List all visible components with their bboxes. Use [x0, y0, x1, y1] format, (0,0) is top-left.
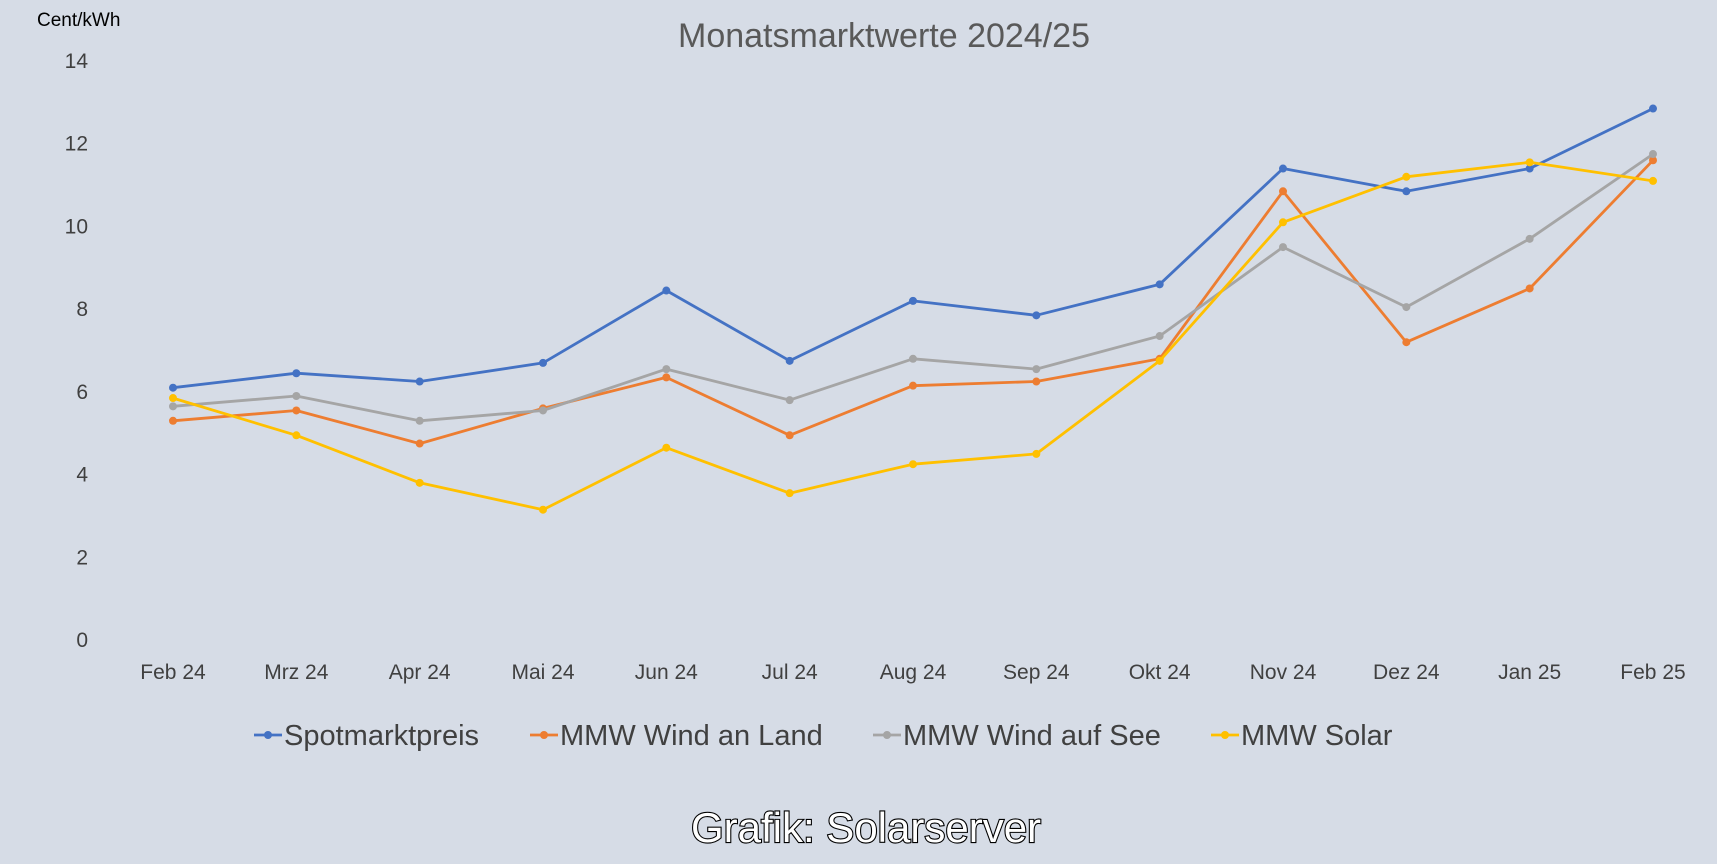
y-tick-label: 8 [76, 298, 88, 321]
y-tick-label: 14 [65, 50, 89, 73]
data-point [1525, 284, 1534, 293]
data-point [1402, 172, 1411, 181]
credit-watermark: Grafik: Solarserver [691, 804, 1041, 851]
data-point [662, 286, 671, 295]
data-point [169, 383, 177, 392]
data-point [662, 365, 671, 374]
y-tick-label: 2 [76, 546, 88, 569]
legend-item: MMW Wind an Land [530, 720, 823, 752]
x-tick-label: Okt 24 [1129, 661, 1191, 684]
data-point [292, 406, 301, 415]
legend-label: MMW Wind auf See [903, 720, 1161, 752]
legend-item: Spotmarktpreis [254, 720, 479, 752]
y-tick-label: 4 [76, 464, 88, 487]
x-tick-label: Feb 25 [1620, 661, 1685, 684]
data-point [785, 489, 794, 498]
data-point [1649, 176, 1657, 185]
series-line [171, 160, 1655, 512]
x-tick-label: Aug 24 [880, 661, 947, 684]
data-point [1155, 280, 1164, 289]
data-point [292, 369, 301, 378]
chart-title: Monatsmarktwerte 2024/25 [678, 17, 1090, 55]
data-point [1402, 187, 1411, 196]
data-point [909, 460, 917, 469]
data-point [1155, 356, 1164, 365]
x-tick-label: Mai 24 [511, 661, 574, 684]
data-point [1032, 365, 1041, 374]
x-tick-label: Sep 24 [1003, 661, 1070, 684]
series-0 [169, 104, 1657, 392]
data-point [1525, 158, 1534, 167]
data-point [1155, 332, 1164, 341]
series-2 [169, 150, 1657, 425]
x-tick-label: Feb 24 [140, 661, 206, 684]
data-point [662, 443, 671, 452]
data-point [1279, 218, 1287, 227]
data-point [909, 381, 917, 390]
data-point [1032, 377, 1041, 386]
x-axis-ticks: Feb 24 Mrz 24 Apr 24 Mai 24 Jun 24 Jul 24 Aug … [140, 661, 1685, 684]
data-point [1649, 156, 1657, 165]
data-point [1032, 449, 1041, 458]
x-tick-label: Jun 24 [635, 661, 698, 684]
data-point [1279, 243, 1287, 252]
legend-swatch-marker [883, 731, 891, 739]
y-unit-label: Cent/kWh [37, 10, 120, 31]
legend-swatch-marker [264, 731, 272, 739]
data-point [785, 356, 794, 365]
data-point [1279, 187, 1287, 196]
y-axis-ticks: 0 2 4 6 8 10 12 14 [65, 50, 89, 652]
data-point [539, 505, 547, 514]
legend-swatch-marker [540, 731, 548, 739]
data-point [662, 373, 671, 382]
x-tick-label: Jan 25 [1498, 661, 1561, 684]
data-point [785, 396, 794, 405]
data-point [169, 416, 177, 425]
series-line [171, 107, 1655, 390]
data-point [1525, 164, 1534, 173]
x-tick-label: Dez 24 [1373, 661, 1440, 684]
data-point [169, 402, 177, 411]
data-point [415, 416, 424, 425]
data-point [415, 439, 424, 448]
data-point [785, 431, 794, 440]
y-tick-label: 12 [65, 133, 88, 156]
data-point [1649, 104, 1657, 113]
data-point [1525, 234, 1534, 243]
data-point [292, 391, 301, 400]
y-tick-label: 0 [76, 629, 88, 652]
x-tick-label: Mrz 24 [264, 661, 329, 684]
data-point [415, 478, 424, 487]
x-tick-label: Nov 24 [1250, 661, 1317, 684]
data-point [1402, 303, 1411, 312]
legend-label: Spotmarktpreis [284, 720, 479, 752]
y-tick-label: 6 [76, 381, 88, 404]
y-tick-label: 10 [65, 215, 88, 238]
legend-label: MMW Solar [1241, 720, 1393, 752]
series-1 [169, 156, 1657, 448]
legend-swatch-marker [1221, 731, 1229, 739]
data-point [415, 377, 424, 386]
legend: Spotmarktpreis MMW Wind an Land MMW Wind a… [254, 720, 1393, 752]
series-3 [169, 158, 1657, 514]
data-point [169, 394, 177, 403]
data-point [1032, 311, 1041, 320]
data-point [539, 358, 547, 367]
x-tick-label: Apr 24 [389, 661, 451, 684]
series-group [169, 104, 1657, 514]
data-point [1649, 150, 1657, 159]
legend-label: MMW Wind an Land [560, 720, 823, 752]
data-point [909, 296, 917, 305]
data-point [1279, 164, 1287, 173]
legend-item: MMW Solar [1211, 720, 1393, 752]
data-point [1402, 338, 1411, 347]
data-point [539, 406, 547, 415]
x-tick-label: Jul 24 [762, 661, 818, 684]
data-point [909, 354, 917, 363]
data-point [292, 431, 301, 440]
legend-item: MMW Wind auf See [873, 720, 1161, 752]
